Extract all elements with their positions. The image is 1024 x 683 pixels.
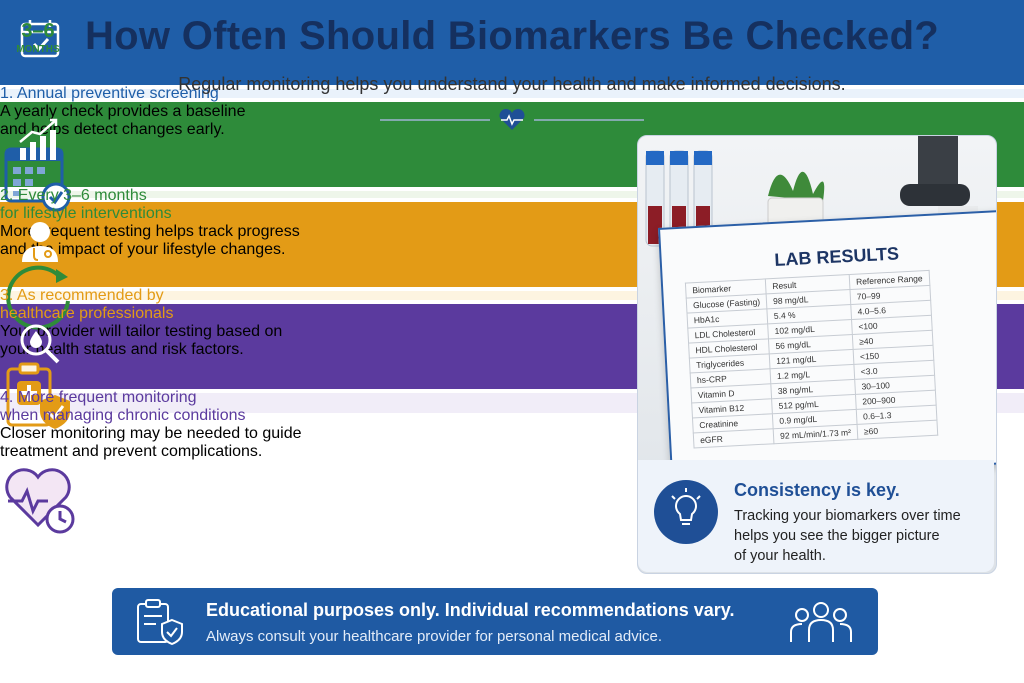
lab-table: Biomarker Result Reference Range Glucose (F… [685, 270, 938, 449]
callout-line: of your health. [734, 548, 826, 564]
badge-number: 3–6 [21, 20, 55, 42]
card-title-line: when managing chronic conditions [0, 407, 246, 424]
card-title-line: 2. Every 3–6 months [0, 187, 147, 204]
lab-title: LAB RESULTS [773, 243, 900, 270]
lightbulb-icon [654, 480, 718, 544]
lab-cell: 92 mL/min/1.73 m² [773, 424, 858, 444]
callout-line: Tracking your biomarkers over time [734, 508, 961, 524]
card-description: Closer monitoring may be needed to guide… [0, 425, 1024, 461]
card-title-line: 1. Annual preventive screening [0, 85, 219, 102]
card-description-line: treatment and prevent complications. [0, 443, 263, 460]
card-title-line: 4. More frequent monitoring [0, 389, 197, 406]
page-title: How Often Should Biomarkers Be Checked? [84, 14, 940, 58]
side-icon-glyph [5, 468, 75, 534]
callout-line: helps you see the bigger picture [734, 528, 940, 544]
icon-glyph [20, 324, 60, 364]
divider [380, 109, 644, 130]
card-icon [0, 0, 1024, 85]
card-description-line: Closer monitoring may be needed to guide [0, 425, 302, 442]
lab-body: Glucose (Fasting) 98 mg/dL 70–99 HbA1c 5.4 %… [686, 285, 938, 448]
icon-glyph [22, 222, 58, 262]
callout-text: Tracking your biomarkers over time helps … [734, 506, 961, 566]
card-title-line: 3. As recommended by [0, 287, 164, 304]
lab-sheet: LAB RESULTS Biomarker Result Reference Ran… [658, 209, 996, 482]
lab-cell: ≥60 [857, 420, 938, 440]
footer-title: Educational purposes only. Individual re… [206, 600, 735, 620]
subtitle: Regular monitoring helps you understand … [178, 74, 846, 94]
card-title: 4. More frequent monitoring when managing… [0, 389, 1024, 425]
callout-title: Consistency is key. [734, 480, 900, 500]
icon-glyph [19, 118, 58, 160]
clipboard-shield-icon [137, 599, 183, 646]
badge-unit: MONTHS [16, 44, 60, 55]
card-side-icon [0, 461, 80, 537]
card-title: 1. Annual preventive screening [0, 85, 1024, 103]
icon-glyph [20, 20, 60, 58]
footer-banner: Educational purposes only. Individual re… [112, 588, 878, 655]
footer-text: Always consult your healthcare provider … [206, 628, 663, 645]
lab-cell: eGFR [693, 428, 775, 448]
callout: Consistency is key. Tracking your biomar… [638, 460, 994, 572]
people-icon [790, 602, 852, 642]
